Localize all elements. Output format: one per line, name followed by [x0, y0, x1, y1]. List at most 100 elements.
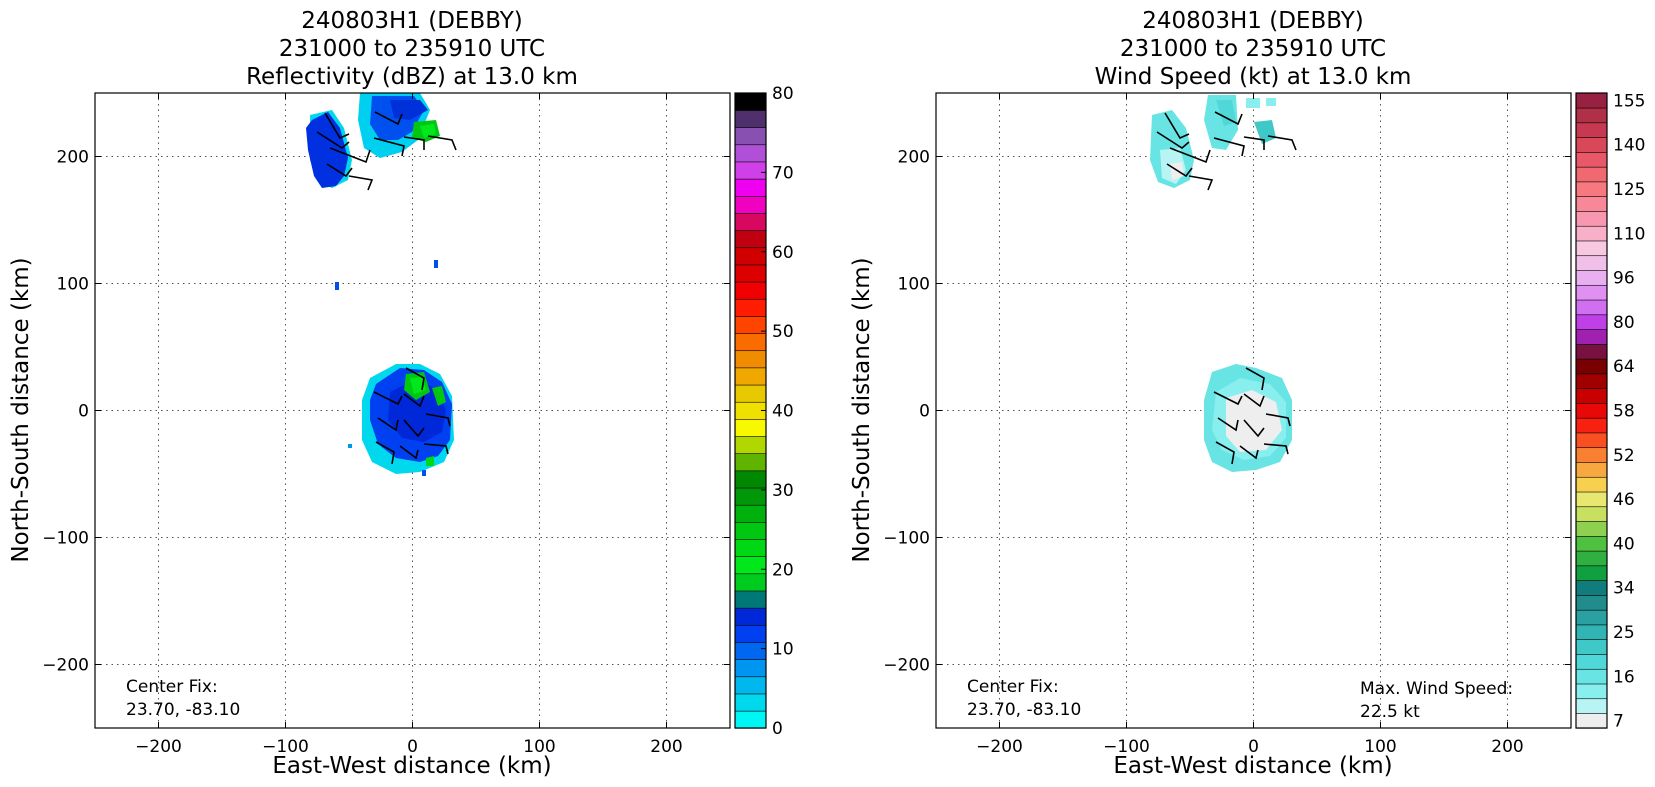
colorbar-bin: [1575, 255, 1608, 271]
colorbar-tick-label: 20: [772, 560, 794, 580]
colorbar-bin: [1575, 653, 1608, 670]
center-fix-value: 23.70, -83.10: [967, 700, 1081, 720]
colorbar-bin: [1575, 225, 1608, 242]
colorbar-bin: [734, 710, 767, 729]
echo-north-center-dark: [390, 100, 428, 120]
chart-title-line-3: Reflectivity (dBZ) at 13.0 km: [246, 64, 578, 90]
colorbar-bin: [734, 384, 767, 403]
colorbar-bin: [1575, 565, 1608, 581]
colorbar-bin: [1575, 535, 1608, 552]
colorbar-bin: [1575, 668, 1608, 685]
wind-north-east: [1254, 120, 1276, 144]
colorbar-tick-label: 58: [1613, 402, 1635, 422]
colorbar-tick-label: 50: [772, 322, 794, 342]
echo-isolated-4: [422, 470, 426, 476]
colorbar-bin: [1575, 166, 1608, 183]
wind-barb: [324, 112, 350, 140]
plot-area: −200 −100 0 100 200 −200 −100 0 100 200: [883, 92, 1572, 757]
colorbar-bin: [734, 332, 767, 352]
colorbar-bin: [734, 247, 767, 266]
colorbar-bin: [1575, 210, 1608, 227]
colorbar-tick-label: 0: [772, 719, 783, 739]
wind-barb: [1263, 443, 1289, 455]
colorbar-bin: [1575, 240, 1608, 257]
colorbar-tick-label: 52: [1613, 446, 1635, 466]
colorbar-bin: [734, 212, 767, 231]
colorbar-bin: [1575, 107, 1608, 124]
y-tick-label: −200: [883, 656, 930, 676]
x-tick-label: −200: [976, 737, 1023, 757]
echo-central-green-3: [426, 456, 434, 466]
colorbar-bin: [1575, 269, 1608, 286]
chart-title-line-3: Wind Speed (kt) at 13.0 km: [1095, 64, 1412, 90]
wind-barb: [375, 441, 395, 465]
colorbar-tick-label: 46: [1613, 490, 1635, 510]
colorbar-tick-label: 70: [772, 163, 794, 183]
wind-barb: [374, 111, 403, 126]
x-tick-label: −200: [135, 737, 182, 757]
colorbar-bin: [1575, 92, 1608, 109]
colorbar-bin: [1575, 639, 1608, 655]
wind-barb: [1243, 136, 1265, 150]
wind-barbs: [1156, 111, 1297, 465]
colorbar-bin: [734, 590, 767, 609]
wind-barb: [1213, 391, 1243, 406]
colorbar-tick-label: 64: [1613, 357, 1635, 377]
colorbar-bin: [734, 676, 767, 695]
colorbar-bin: [734, 624, 767, 643]
colorbar-bin: [734, 435, 767, 455]
chart-title-line-2: 231000 to 235910 UTC: [1120, 36, 1386, 62]
colorbar-bin: [734, 659, 767, 678]
colorbar-bin: [1575, 432, 1608, 449]
echo-north-green-inner: [420, 124, 436, 138]
wind-barb: [1239, 445, 1259, 460]
echo-isolated-2: [335, 282, 339, 290]
center-fix-label: Center Fix:: [126, 677, 218, 697]
colorbar-bin: [1575, 417, 1608, 434]
wind-barb: [423, 443, 449, 455]
colorbar-bin: [1575, 122, 1608, 138]
echo-central-green-2: [432, 386, 446, 406]
colorbar-tick-label: 60: [772, 243, 794, 263]
colorbar-bin: [1575, 299, 1608, 316]
colorbar-bin: [734, 298, 767, 317]
chart-title-line-1: 240803H1 (DEBBY): [1142, 8, 1364, 34]
y-tick-label: −100: [883, 529, 930, 549]
colorbar-tick-label: 110: [1613, 224, 1645, 244]
x-axis-label: East-West distance (km): [272, 753, 551, 779]
colorbar-bin: [1575, 461, 1608, 478]
colorbar-tick-label: 155: [1613, 91, 1645, 111]
colorbar-bin: [734, 607, 767, 626]
colorbar-bin: [734, 350, 767, 369]
colorbar-tick-label: 40: [772, 402, 794, 422]
colorbar-bin: [734, 178, 767, 197]
wind-central-calm: [1226, 390, 1282, 452]
wind-barb: [1188, 175, 1214, 191]
colorbar-bin: [734, 144, 767, 163]
colorbar-bin: [734, 161, 767, 180]
colorbar-bin: [734, 693, 767, 712]
colorbar-bin: [734, 195, 767, 214]
colorbar-bin: [734, 538, 767, 557]
colorbar-bin: [1575, 476, 1608, 493]
colorbar-bin: [1575, 314, 1608, 330]
colorbar: 0 10 20 30 40 50 60 70 80: [734, 84, 794, 739]
colorbar-tick-label: 40: [1613, 534, 1635, 554]
x-tick-label: −100: [1103, 737, 1150, 757]
wind-barb: [1164, 112, 1190, 140]
wind-barb: [326, 163, 353, 178]
x-tick-label: 200: [650, 737, 682, 757]
colorbar-bin: [1575, 624, 1608, 640]
wind-barb: [1156, 131, 1190, 149]
echo-central-dark: [388, 380, 446, 442]
wind-barb: [1217, 417, 1239, 432]
wind-barb: [373, 137, 405, 157]
colorbar-bin: [1575, 284, 1608, 301]
colorbar-bin: [1575, 328, 1608, 345]
chart-title-line-2: 231000 to 235910 UTC: [279, 36, 545, 62]
colorbar-bin: [1575, 137, 1608, 153]
colorbar-bin: [1575, 520, 1608, 537]
wind-barb: [1243, 419, 1265, 438]
wind-barb: [1245, 367, 1265, 391]
